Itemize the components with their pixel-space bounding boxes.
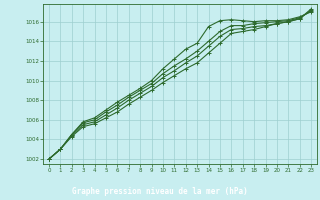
- Text: Graphe pression niveau de la mer (hPa): Graphe pression niveau de la mer (hPa): [72, 186, 248, 196]
